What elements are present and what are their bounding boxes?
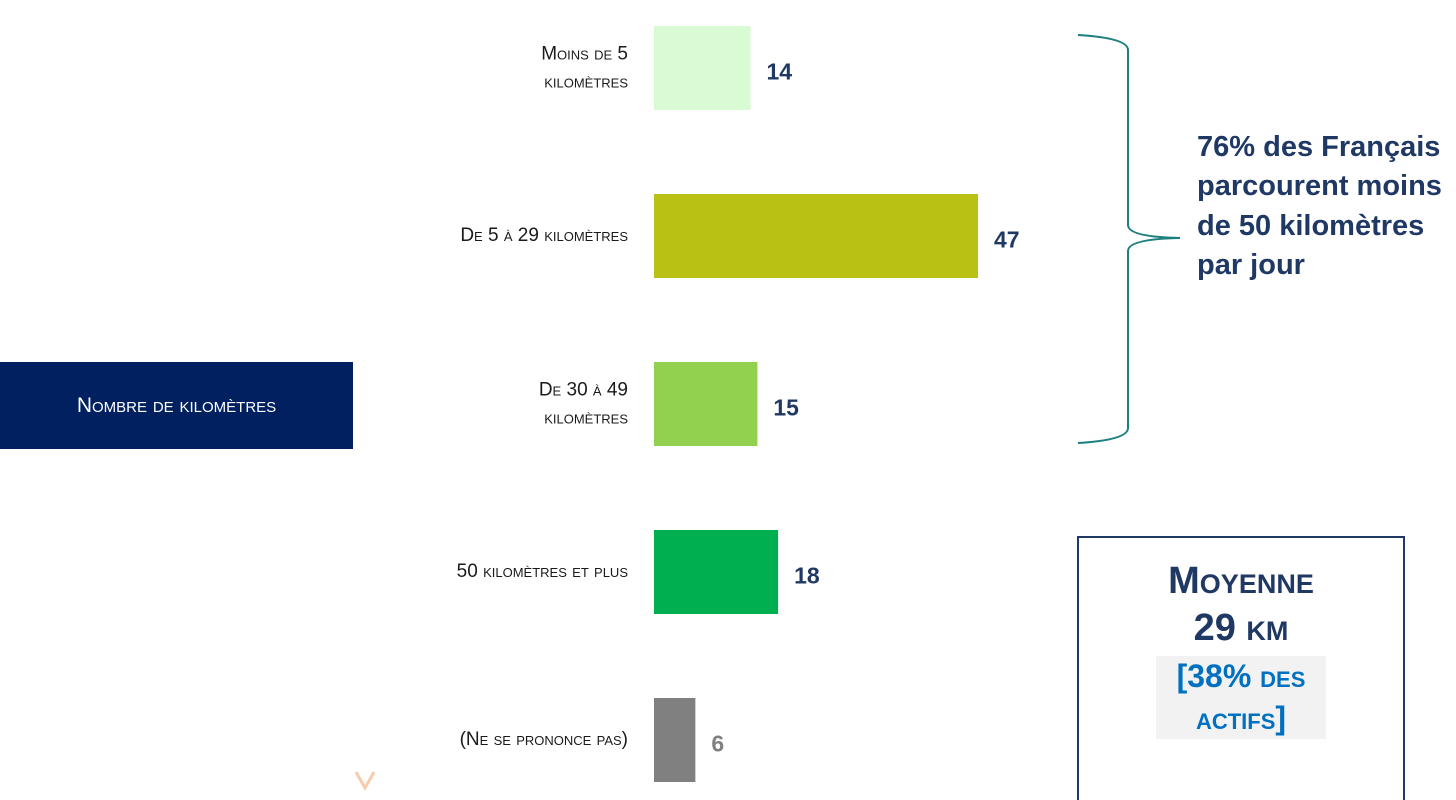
annotation: 76% des Français parcourent moins de 50 … — [1197, 131, 1442, 282]
bar — [654, 362, 758, 446]
value-label: 47 — [994, 226, 1020, 253]
bar — [654, 26, 751, 110]
callout-box: Moyenne 29 km [38% des actifs] — [1077, 536, 1405, 800]
value-label: 6 — [711, 730, 725, 757]
category-label: De 30 à 49 kilomètres — [538, 379, 628, 428]
category-label: (Ne se prononce pas) — [459, 729, 628, 751]
category-label: De 5 à 29 kilomètres — [460, 225, 628, 247]
callout-title: Moyenne — [1168, 560, 1314, 602]
callout-note: [38% des actifs] — [1156, 656, 1326, 740]
category-label: Moins de 5 kilomètres — [541, 43, 628, 92]
bar — [654, 530, 779, 614]
callout-value: 29 km — [1193, 607, 1289, 649]
brace — [1077, 34, 1181, 444]
value-label: 18 — [794, 562, 820, 589]
axis-label: Nombre de kilomètres — [0, 362, 353, 449]
value-label: 14 — [766, 58, 793, 85]
bar — [654, 698, 696, 782]
bar — [654, 194, 978, 278]
category-label: 50 kilomètres et plus — [456, 561, 628, 583]
value-label: 15 — [773, 394, 799, 421]
arrow-head — [354, 771, 376, 792]
